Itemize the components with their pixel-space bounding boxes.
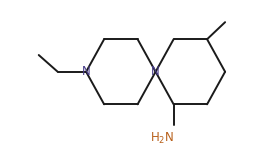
Text: N: N	[82, 65, 91, 78]
Text: N: N	[151, 65, 160, 78]
Text: H$_2$N: H$_2$N	[150, 131, 174, 146]
